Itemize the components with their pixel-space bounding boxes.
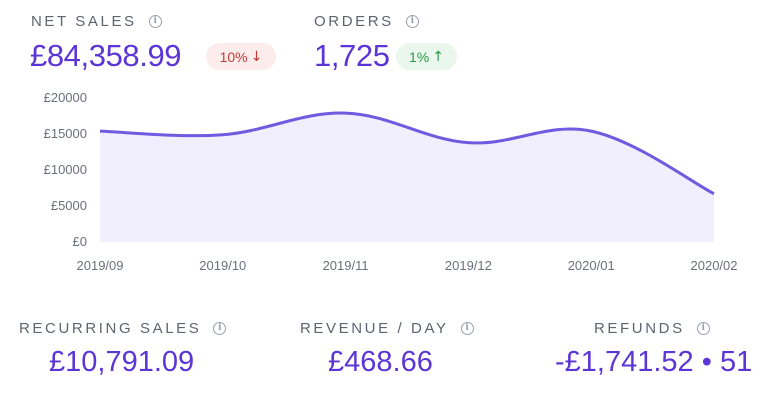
- x-tick-label: 2019/11: [323, 258, 369, 273]
- y-tick-label: £10000: [44, 162, 87, 177]
- net-sales-change-text: 10%: [219, 48, 248, 65]
- chart-point-2019/12[interactable]: [464, 139, 472, 147]
- net-sales-label-text: NET SALES: [31, 13, 137, 30]
- arrow-down-icon: ↓: [250, 48, 263, 65]
- recurring-sales-label-text: RECURRING SALES: [19, 320, 202, 337]
- x-tick-label: 2019/12: [445, 258, 492, 273]
- chart-point-2019/11[interactable]: [342, 109, 350, 117]
- revenue-per-day-label: REVENUE / DAY i: [300, 320, 474, 337]
- orders-change-text: 1%: [409, 48, 430, 65]
- net-sales-value: £84,358.99: [30, 38, 182, 73]
- y-tick-label: £15000: [44, 126, 87, 141]
- orders-change-badge: 1% ↑: [396, 43, 457, 70]
- x-tick-label: 2020/02: [691, 258, 738, 273]
- x-tick-label: 2019/10: [199, 258, 246, 273]
- x-tick-label: 2019/09: [77, 258, 124, 273]
- orders-label-text: ORDERS: [314, 13, 394, 30]
- chart-point-2019/10[interactable]: [219, 131, 227, 139]
- info-icon[interactable]: i: [460, 322, 474, 335]
- recurring-sales-label: RECURRING SALES i: [19, 320, 227, 337]
- refunds-label-text: REFUNDS: [594, 320, 685, 337]
- refunds-value: -£1,741.52 • 51: [555, 346, 753, 378]
- chart-point-2020/02[interactable]: [710, 190, 718, 198]
- y-tick-label: £20000: [44, 90, 87, 105]
- x-tick-label: 2020/01: [568, 258, 615, 273]
- arrow-up-icon: ↑: [432, 48, 444, 65]
- info-icon[interactable]: i: [148, 15, 162, 28]
- info-icon[interactable]: i: [405, 15, 419, 28]
- revenue-per-day-label-text: REVENUE / DAY: [300, 320, 449, 337]
- net-sales-change-badge: 10% ↓: [206, 43, 276, 70]
- net-sales-label: NET SALES i: [31, 13, 162, 30]
- info-icon[interactable]: i: [213, 322, 227, 335]
- orders-value: 1,725: [314, 38, 390, 73]
- chart-point-2020/01[interactable]: [587, 127, 595, 135]
- chart-point-2019/09[interactable]: [96, 127, 104, 135]
- chart-area-fill: [100, 113, 714, 242]
- y-tick-label: £5000: [51, 198, 87, 213]
- net-sales-area-chart: £0 £5000 £10000 £15000 £20000 2019/09 2019/10 2…: [44, 90, 738, 273]
- revenue-per-day-value: £468.66: [328, 346, 433, 378]
- orders-label: ORDERS i: [314, 13, 419, 30]
- info-icon[interactable]: i: [696, 322, 710, 335]
- recurring-sales-value: £10,791.09: [49, 346, 195, 378]
- refunds-label: REFUNDS i: [594, 320, 710, 337]
- y-tick-label: £0: [73, 234, 87, 249]
- chart-series-line: [99, 111, 715, 196]
